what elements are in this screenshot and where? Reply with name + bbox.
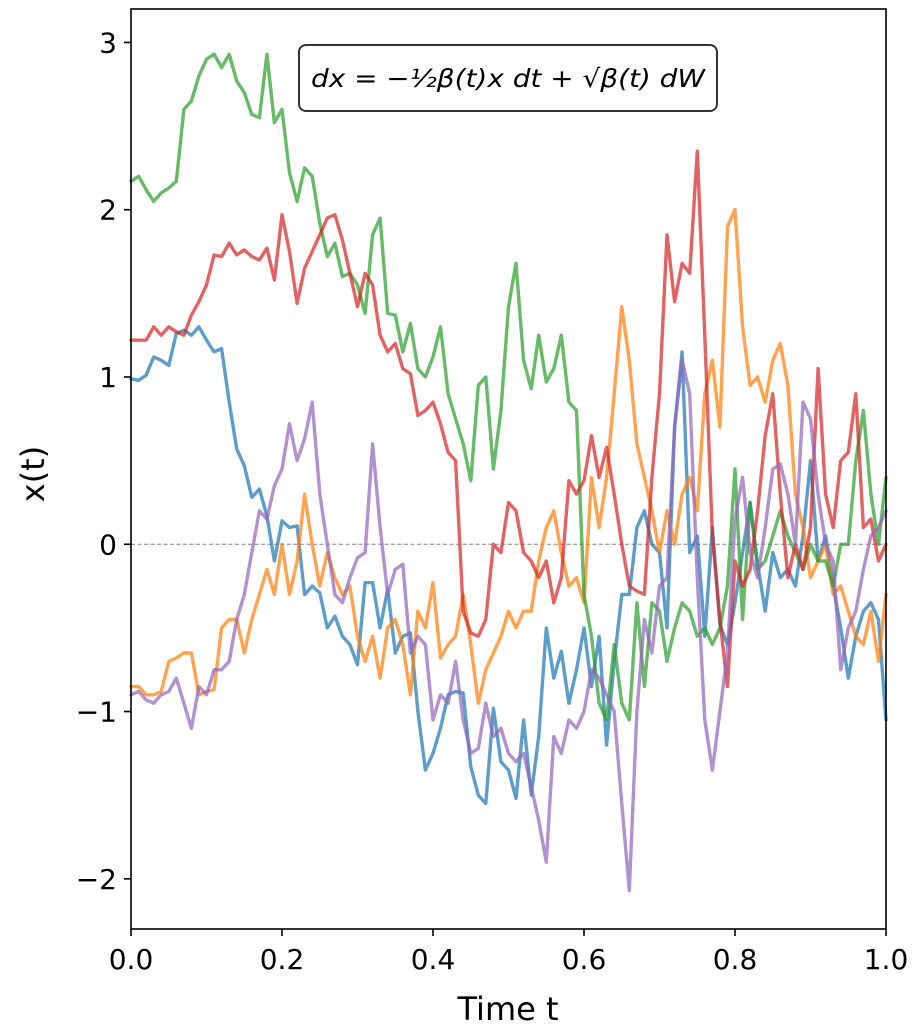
- y-tick-label: −1: [76, 696, 117, 729]
- y-tick-label: 2: [99, 194, 117, 227]
- x-axis-label: Time t: [456, 990, 558, 1028]
- series-line-5: [131, 360, 886, 890]
- y-tick-label: 0: [99, 528, 117, 561]
- equation-annotation: dx = −½β(t)x dt + √β(t) dW: [299, 45, 717, 111]
- series-line-4: [131, 151, 886, 686]
- x-tick-label: 1.0: [864, 943, 909, 976]
- series-line-3: [131, 54, 886, 720]
- y-tick-label: −2: [76, 863, 117, 896]
- x-tick-label: 0.6: [562, 943, 607, 976]
- y-axis-label: x(t): [14, 446, 52, 502]
- equation-text: dx = −½β(t)x dt + √β(t) dW: [311, 64, 706, 93]
- x-tick-label: 0.0: [109, 943, 154, 976]
- x-tick-label: 0.8: [713, 943, 758, 976]
- y-tick-label: 3: [99, 26, 117, 59]
- series-layer: [131, 54, 886, 890]
- series-line-2: [131, 210, 886, 704]
- x-tick-label: 0.4: [411, 943, 456, 976]
- ticks-layer: 0.0 0.2 0.4 0.6 0.8 1.0 −2 −1 0 1 2 3: [76, 26, 909, 976]
- x-tick-label: 0.2: [260, 943, 305, 976]
- y-tick-label: 1: [99, 361, 117, 394]
